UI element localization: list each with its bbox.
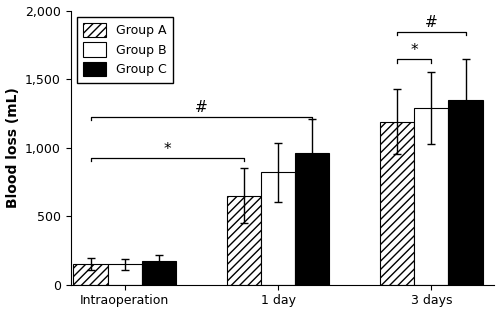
Bar [380, 121, 414, 285]
Text: #: # [425, 15, 438, 30]
Y-axis label: Blood loss (mL): Blood loss (mL) [6, 87, 20, 208]
Bar [295, 153, 330, 285]
Text: *: * [164, 141, 171, 156]
Text: *: * [410, 43, 418, 58]
Bar [414, 108, 448, 285]
Bar [226, 196, 261, 285]
Bar [108, 264, 142, 285]
Legend: Group A, Group B, Group C: Group A, Group B, Group C [77, 17, 172, 83]
Bar [142, 261, 176, 285]
Bar [74, 264, 108, 285]
Bar [448, 100, 482, 285]
Text: #: # [195, 100, 208, 115]
Bar [261, 172, 295, 285]
